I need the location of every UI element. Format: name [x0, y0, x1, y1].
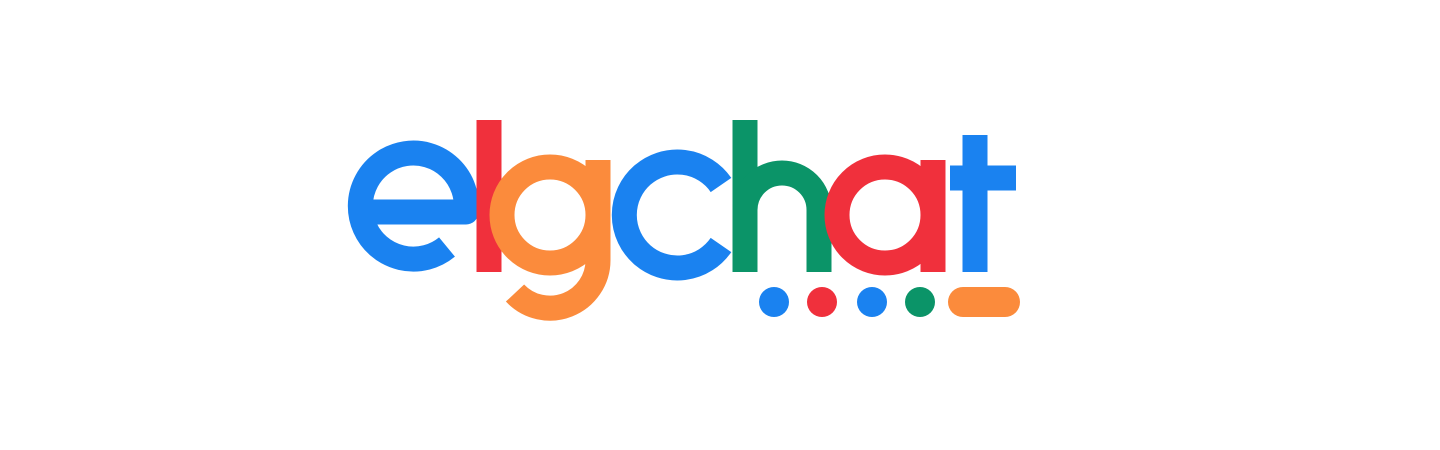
typing-dot-3: [857, 287, 887, 317]
logo-letter-e: [360, 153, 466, 259]
typing-indicator: [759, 287, 1020, 317]
logo-letter-h: [745, 120, 819, 272]
logo-letter-g: [502, 160, 598, 308]
logo-letter-t: [950, 135, 1016, 272]
typing-dot-1: [759, 287, 789, 317]
logo-letter-a: [837, 160, 933, 272]
typing-cursor: [948, 287, 1020, 317]
typing-dot-4: [905, 287, 935, 317]
typing-dot-2: [807, 287, 837, 317]
logo-letter-c: [624, 162, 721, 268]
